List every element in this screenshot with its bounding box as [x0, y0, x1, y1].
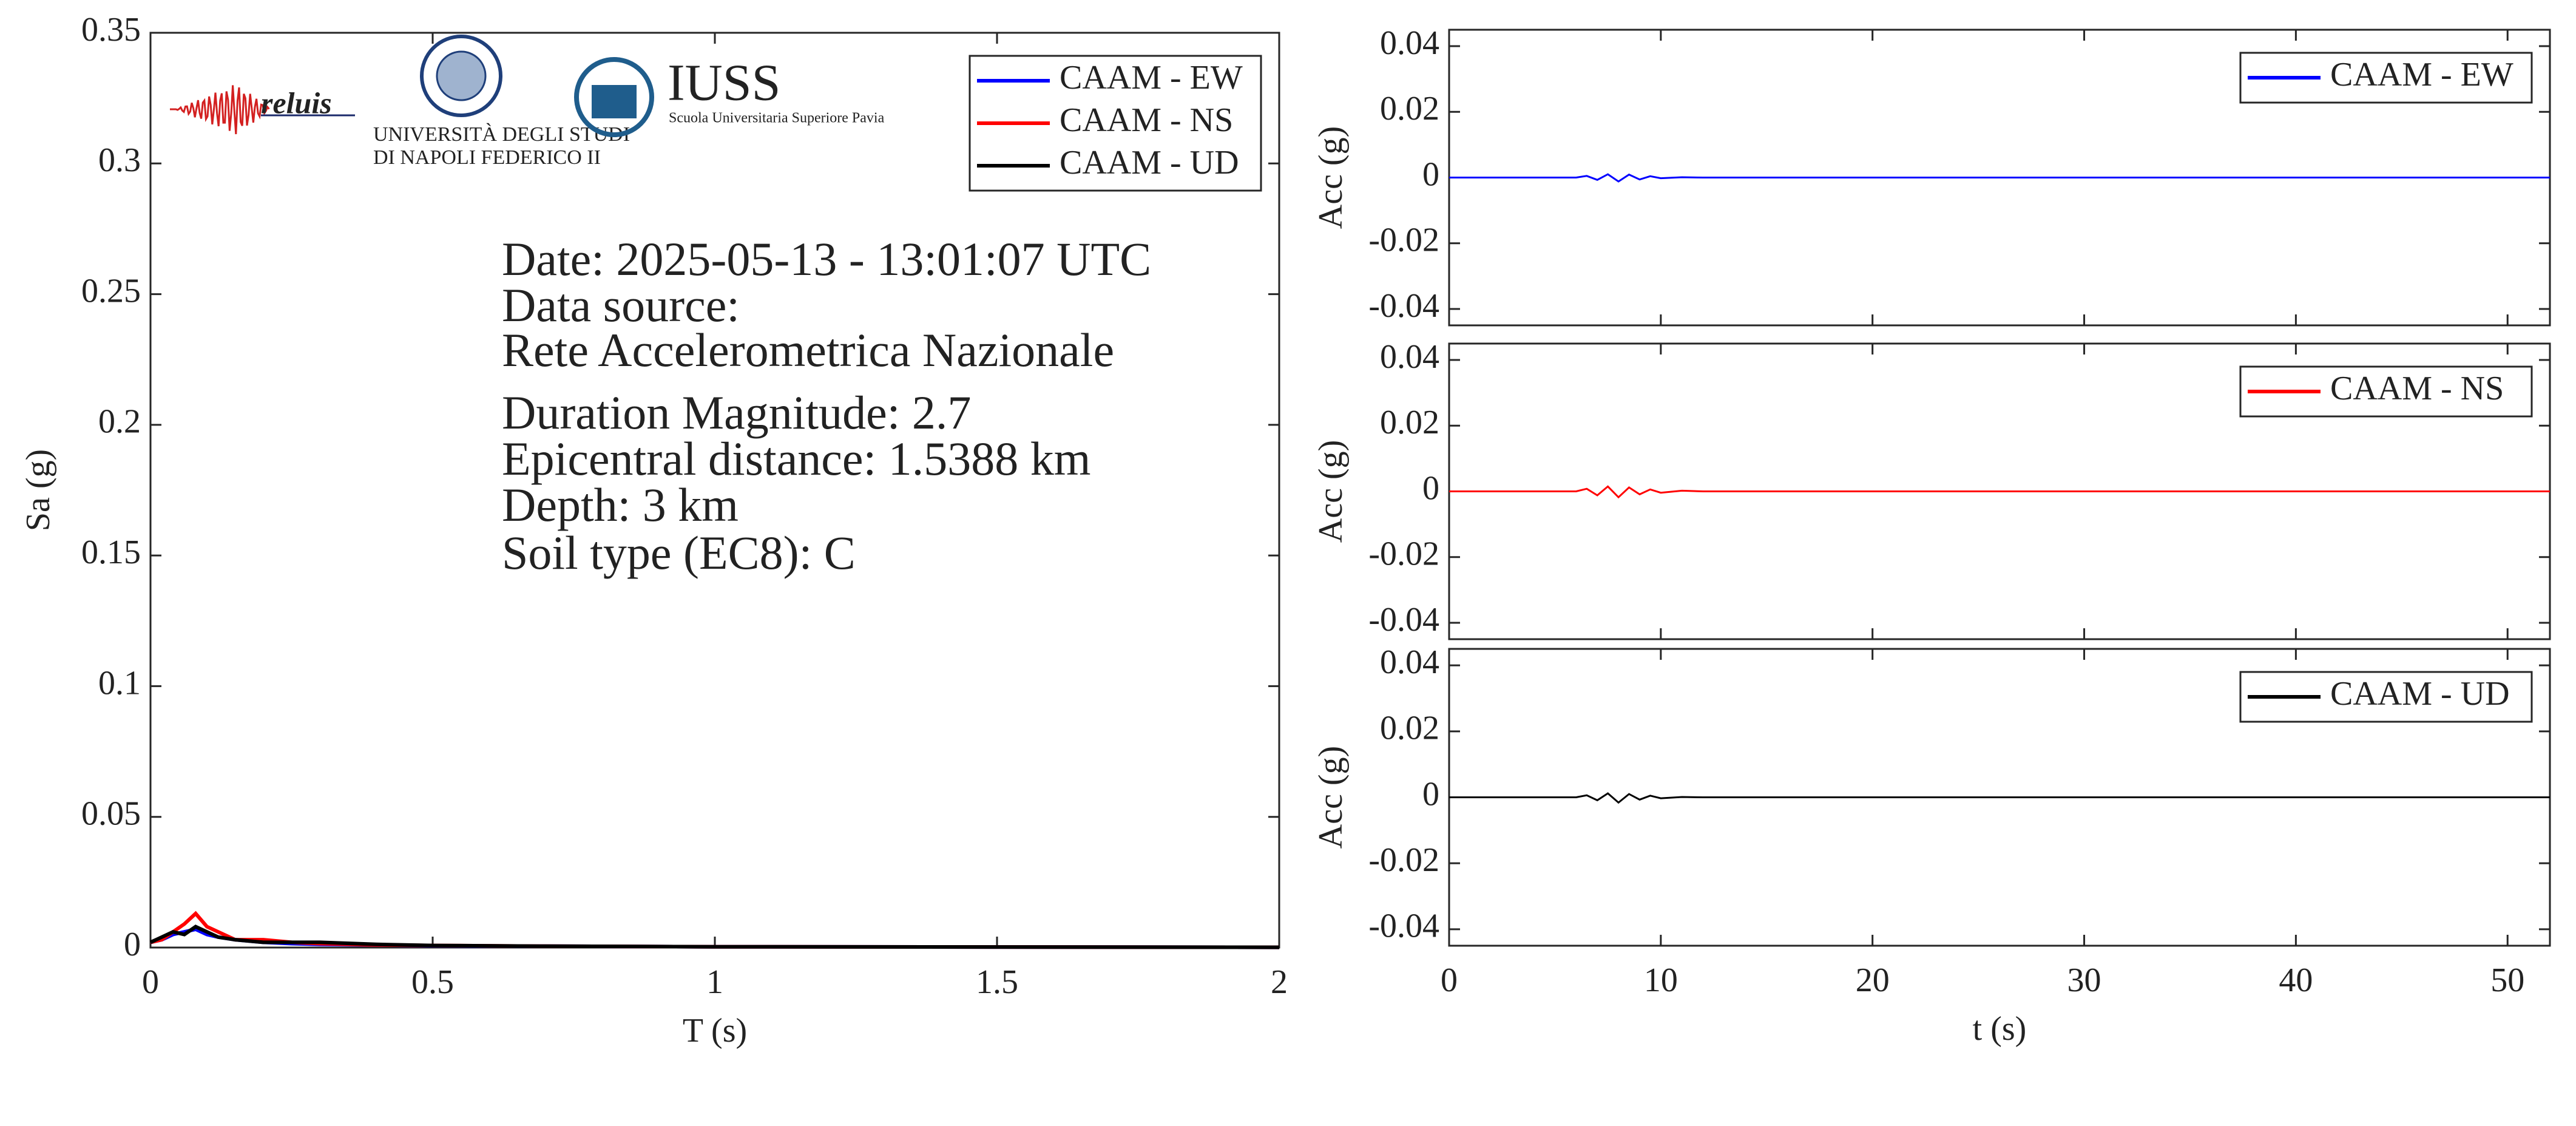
x-tick-label: 0: [1441, 962, 1458, 999]
y-tick-label: -0.02: [1368, 841, 1439, 879]
logo-text: reluis: [261, 86, 332, 120]
logo-graphic: [420, 35, 502, 117]
y-tick-label: 0.3: [98, 141, 141, 179]
y-tick-label: 0: [1422, 469, 1439, 507]
y-tick-label: 0.35: [81, 11, 141, 49]
y-tick-label: -0.04: [1368, 601, 1439, 639]
annotation: Data source:: [502, 279, 740, 331]
logo-graphic: [574, 57, 654, 137]
logo-text: Scuola Universitaria Superiore Pavia: [669, 110, 885, 126]
logo-text: IUSS: [668, 53, 780, 112]
x-tick-label: 0.5: [411, 963, 454, 1001]
annotation: Depth: 3 km: [502, 478, 739, 531]
x-tick-label: 10: [1644, 962, 1678, 999]
y-tick-label: 0.1: [98, 664, 141, 702]
series-line: [1449, 485, 2550, 499]
y-tick-label: -0.02: [1368, 222, 1439, 259]
y-tick-label: 0: [1422, 155, 1439, 193]
y-tick-label: -0.02: [1368, 535, 1439, 573]
legend-label: CAAM - EW: [1060, 59, 1243, 97]
y-tick-label: 0.15: [81, 534, 141, 571]
legend-label: CAAM - UD: [2330, 675, 2510, 713]
legend-label: CAAM - NS: [1060, 101, 1233, 139]
y-tick-label: 0.04: [1380, 24, 1439, 62]
x-axis-label: t (s): [1973, 1010, 2027, 1048]
annotation: Date: 2025-05-13 - 13:01:07 UTC: [502, 232, 1151, 285]
x-tick-label: 20: [1856, 962, 1890, 999]
y-tick-label: 0.04: [1380, 338, 1439, 376]
legend-label: CAAM - EW: [2330, 56, 2513, 93]
y-tick-label: 0: [1422, 775, 1439, 813]
annotation: Soil type (EC8): C: [502, 526, 856, 579]
y-axis-label: Sa (g): [19, 449, 57, 531]
x-tick-label: 40: [2279, 962, 2313, 999]
y-axis-label: Acc (g): [1312, 440, 1350, 543]
annotation: Rete Accelerometrica Nazionale: [502, 324, 1114, 376]
x-tick-label: 2: [1271, 963, 1288, 1001]
logo-graphic: [436, 50, 487, 101]
logo-text: DI NAPOLI FEDERICO II: [373, 146, 601, 169]
x-tick-label: 0: [142, 963, 159, 1001]
y-axis-label: Acc (g): [1312, 746, 1350, 849]
x-axis-label: T (s): [683, 1012, 747, 1050]
y-tick-label: -0.04: [1368, 907, 1439, 945]
legend-label: CAAM - UD: [1060, 144, 1239, 181]
series-line: [149, 924, 1280, 949]
annotation: Epicentral distance: 1.5388 km: [502, 432, 1090, 485]
y-tick-label: 0.25: [81, 272, 141, 310]
annotation: Duration Magnitude: 2.7: [502, 386, 971, 439]
y-tick-label: 0.02: [1380, 90, 1439, 127]
series-line: [1449, 173, 2550, 183]
logo-graphic: [592, 85, 637, 118]
legend-label: CAAM - NS: [2330, 370, 2504, 407]
y-tick-label: 0: [124, 926, 141, 963]
y-tick-label: -0.04: [1368, 287, 1439, 325]
x-tick-label: 1.5: [976, 963, 1018, 1001]
y-tick-label: 0.2: [98, 403, 141, 441]
y-tick-label: 0.02: [1380, 404, 1439, 441]
logo-text: UNIVERSITÀ DEGLI STUDI: [373, 123, 630, 146]
x-tick-label: 1: [706, 963, 723, 1001]
y-tick-label: 0.04: [1380, 643, 1439, 681]
x-tick-label: 50: [2490, 962, 2524, 999]
y-tick-label: 0.02: [1380, 710, 1439, 747]
series-line: [1449, 792, 2550, 804]
y-axis-label: Acc (g): [1312, 126, 1350, 229]
y-tick-label: 0.05: [81, 795, 141, 833]
logo-graphic: [170, 85, 270, 135]
x-tick-label: 30: [2067, 962, 2101, 999]
